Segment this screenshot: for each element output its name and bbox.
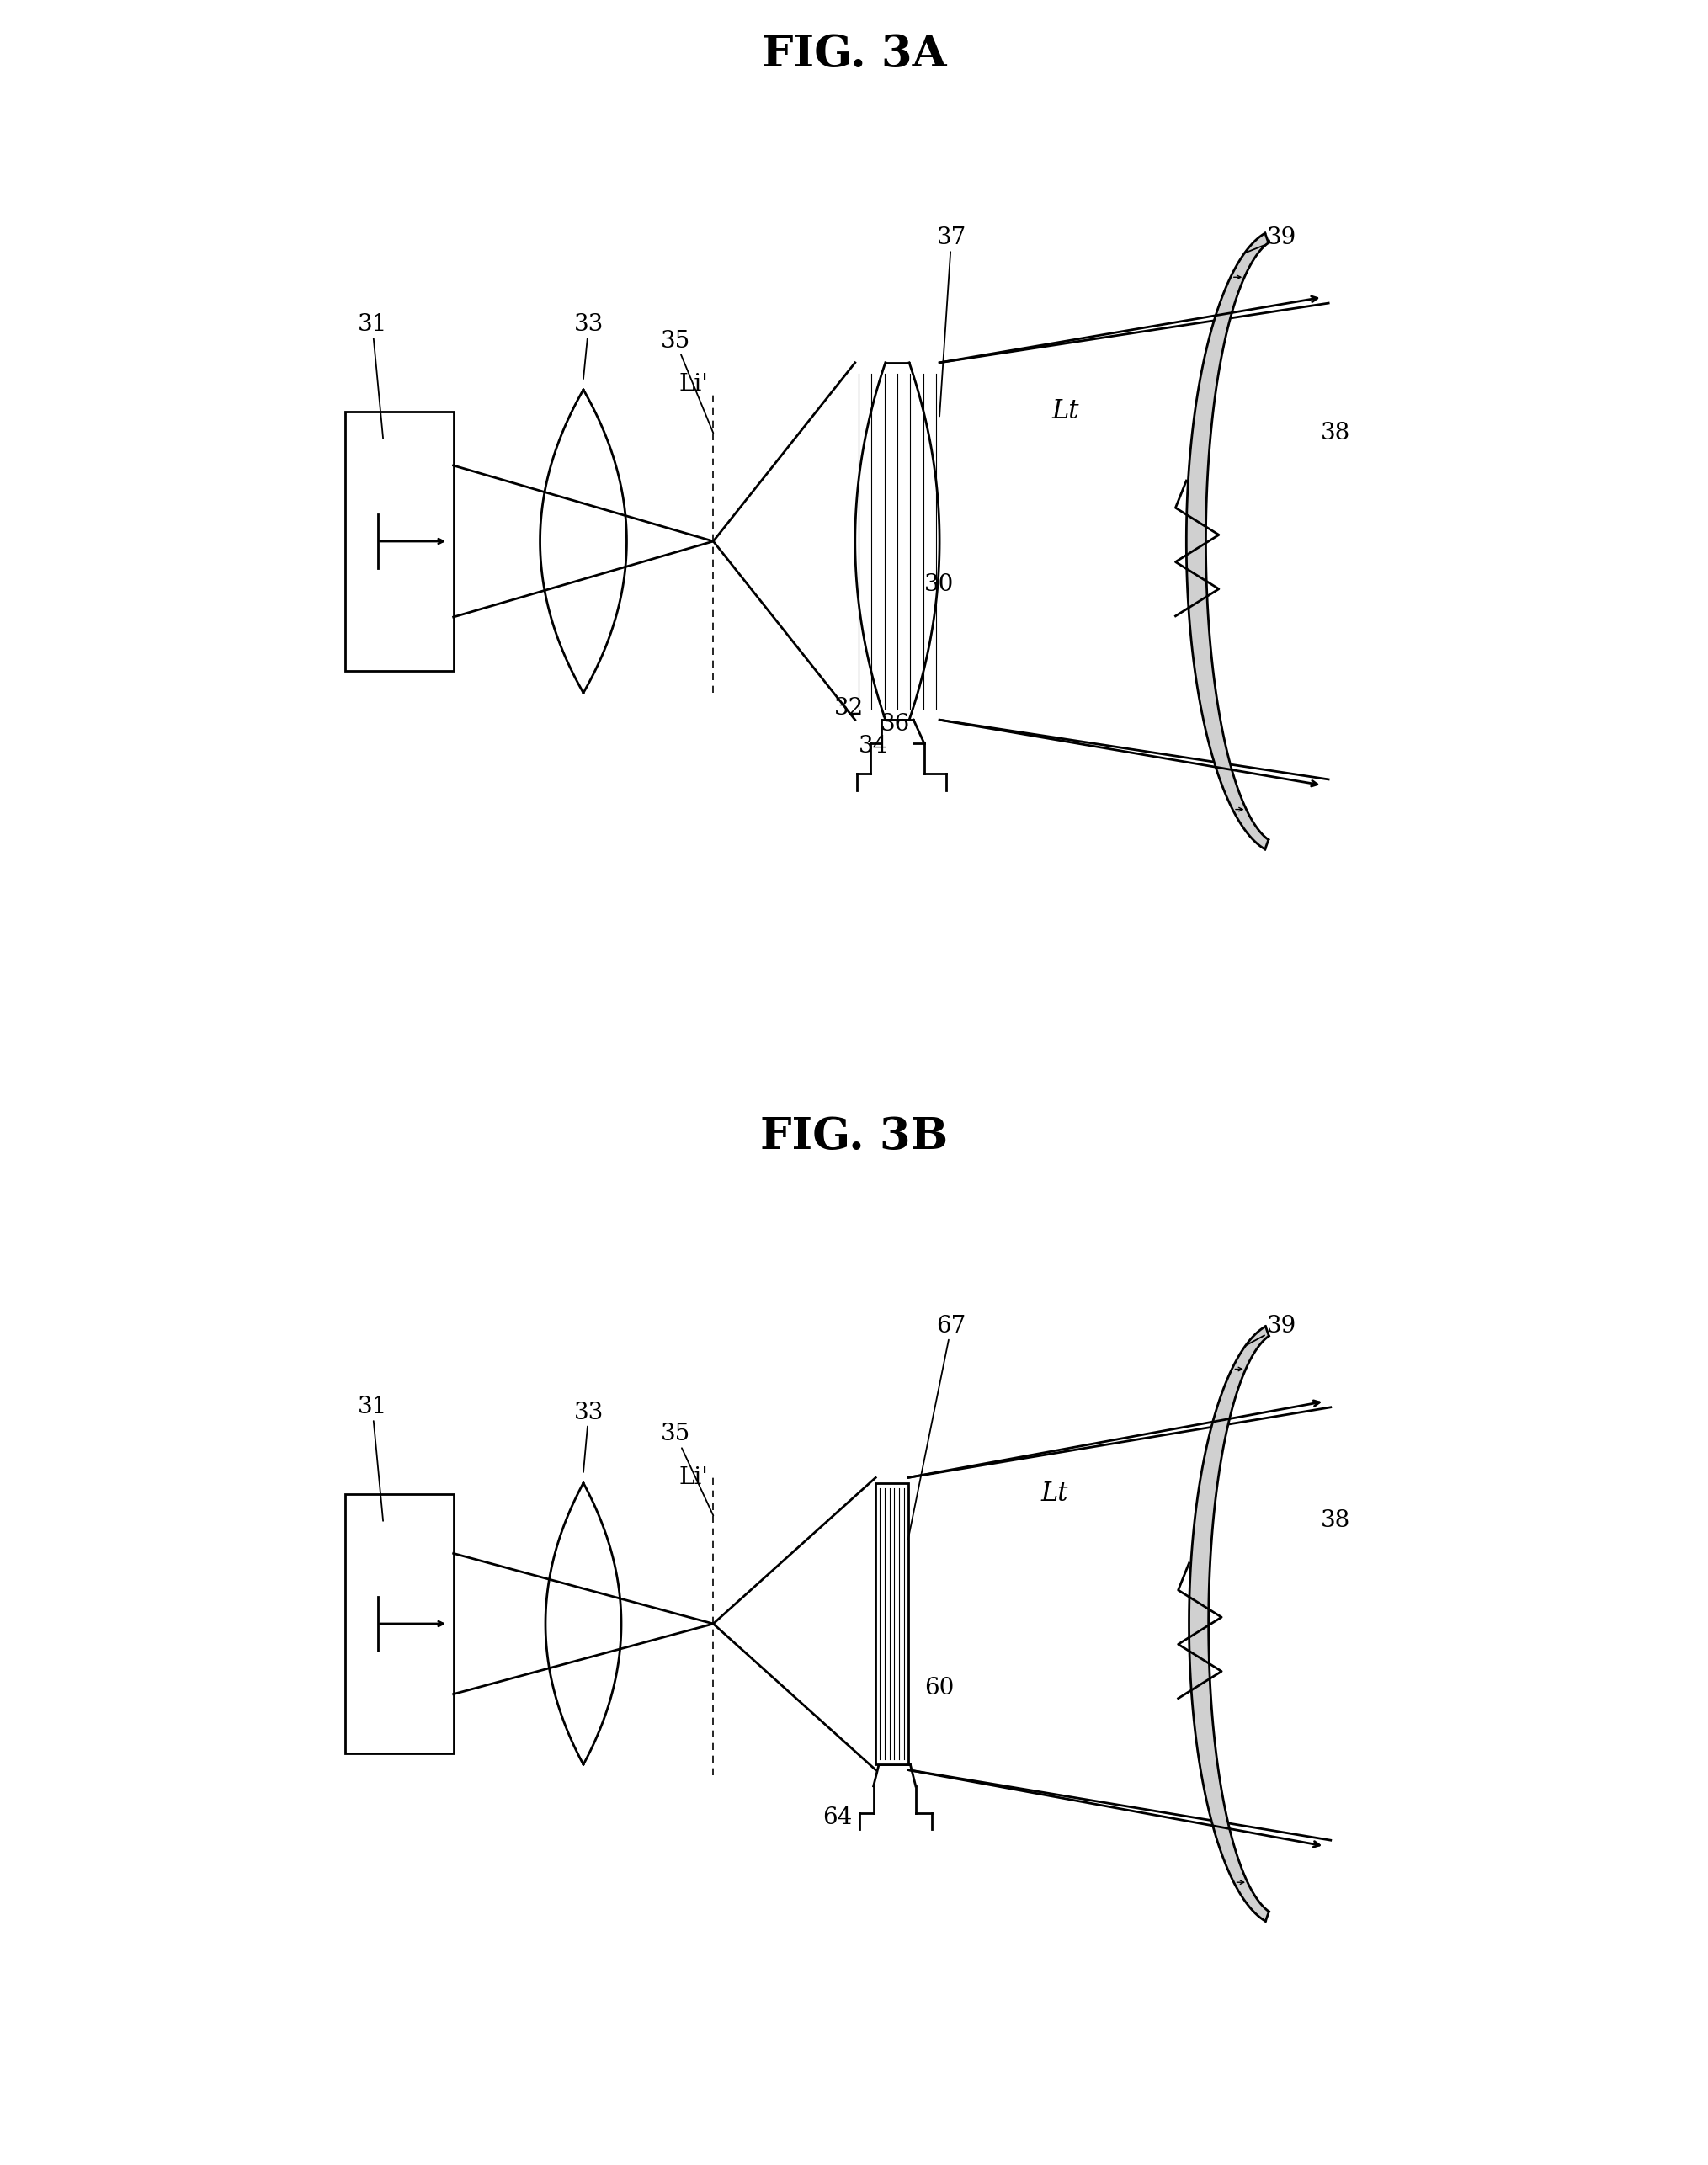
Bar — [345, 411, 453, 671]
Text: Lt: Lt — [1052, 398, 1079, 424]
Text: 38: 38 — [1320, 422, 1351, 444]
Text: FIG. 3B: FIG. 3B — [760, 1115, 948, 1158]
Text: 33: 33 — [574, 314, 603, 379]
Text: 35: 35 — [661, 1422, 714, 1515]
Text: 31: 31 — [357, 1396, 388, 1520]
Text: 30: 30 — [924, 574, 955, 595]
Bar — [345, 1494, 453, 1754]
Text: 39: 39 — [1245, 1314, 1296, 1347]
Polygon shape — [1187, 234, 1269, 849]
Bar — [876, 1483, 909, 1764]
Polygon shape — [1189, 1327, 1269, 1920]
Text: 37: 37 — [936, 227, 967, 416]
Text: 39: 39 — [1245, 227, 1296, 253]
Text: Lt: Lt — [1040, 1481, 1068, 1507]
Text: 64: 64 — [823, 1806, 852, 1829]
Text: 60: 60 — [924, 1676, 955, 1700]
Text: 67: 67 — [909, 1314, 967, 1539]
Text: Li': Li' — [680, 1466, 709, 1490]
Text: Li': Li' — [680, 372, 709, 396]
Text: 34: 34 — [859, 734, 888, 758]
Text: 33: 33 — [574, 1401, 603, 1472]
Text: 35: 35 — [661, 329, 714, 433]
Text: FIG. 3A: FIG. 3A — [762, 32, 946, 76]
Text: 31: 31 — [357, 314, 388, 437]
Text: 36: 36 — [880, 712, 910, 736]
Text: 32: 32 — [834, 697, 864, 719]
Text: 38: 38 — [1320, 1509, 1351, 1533]
